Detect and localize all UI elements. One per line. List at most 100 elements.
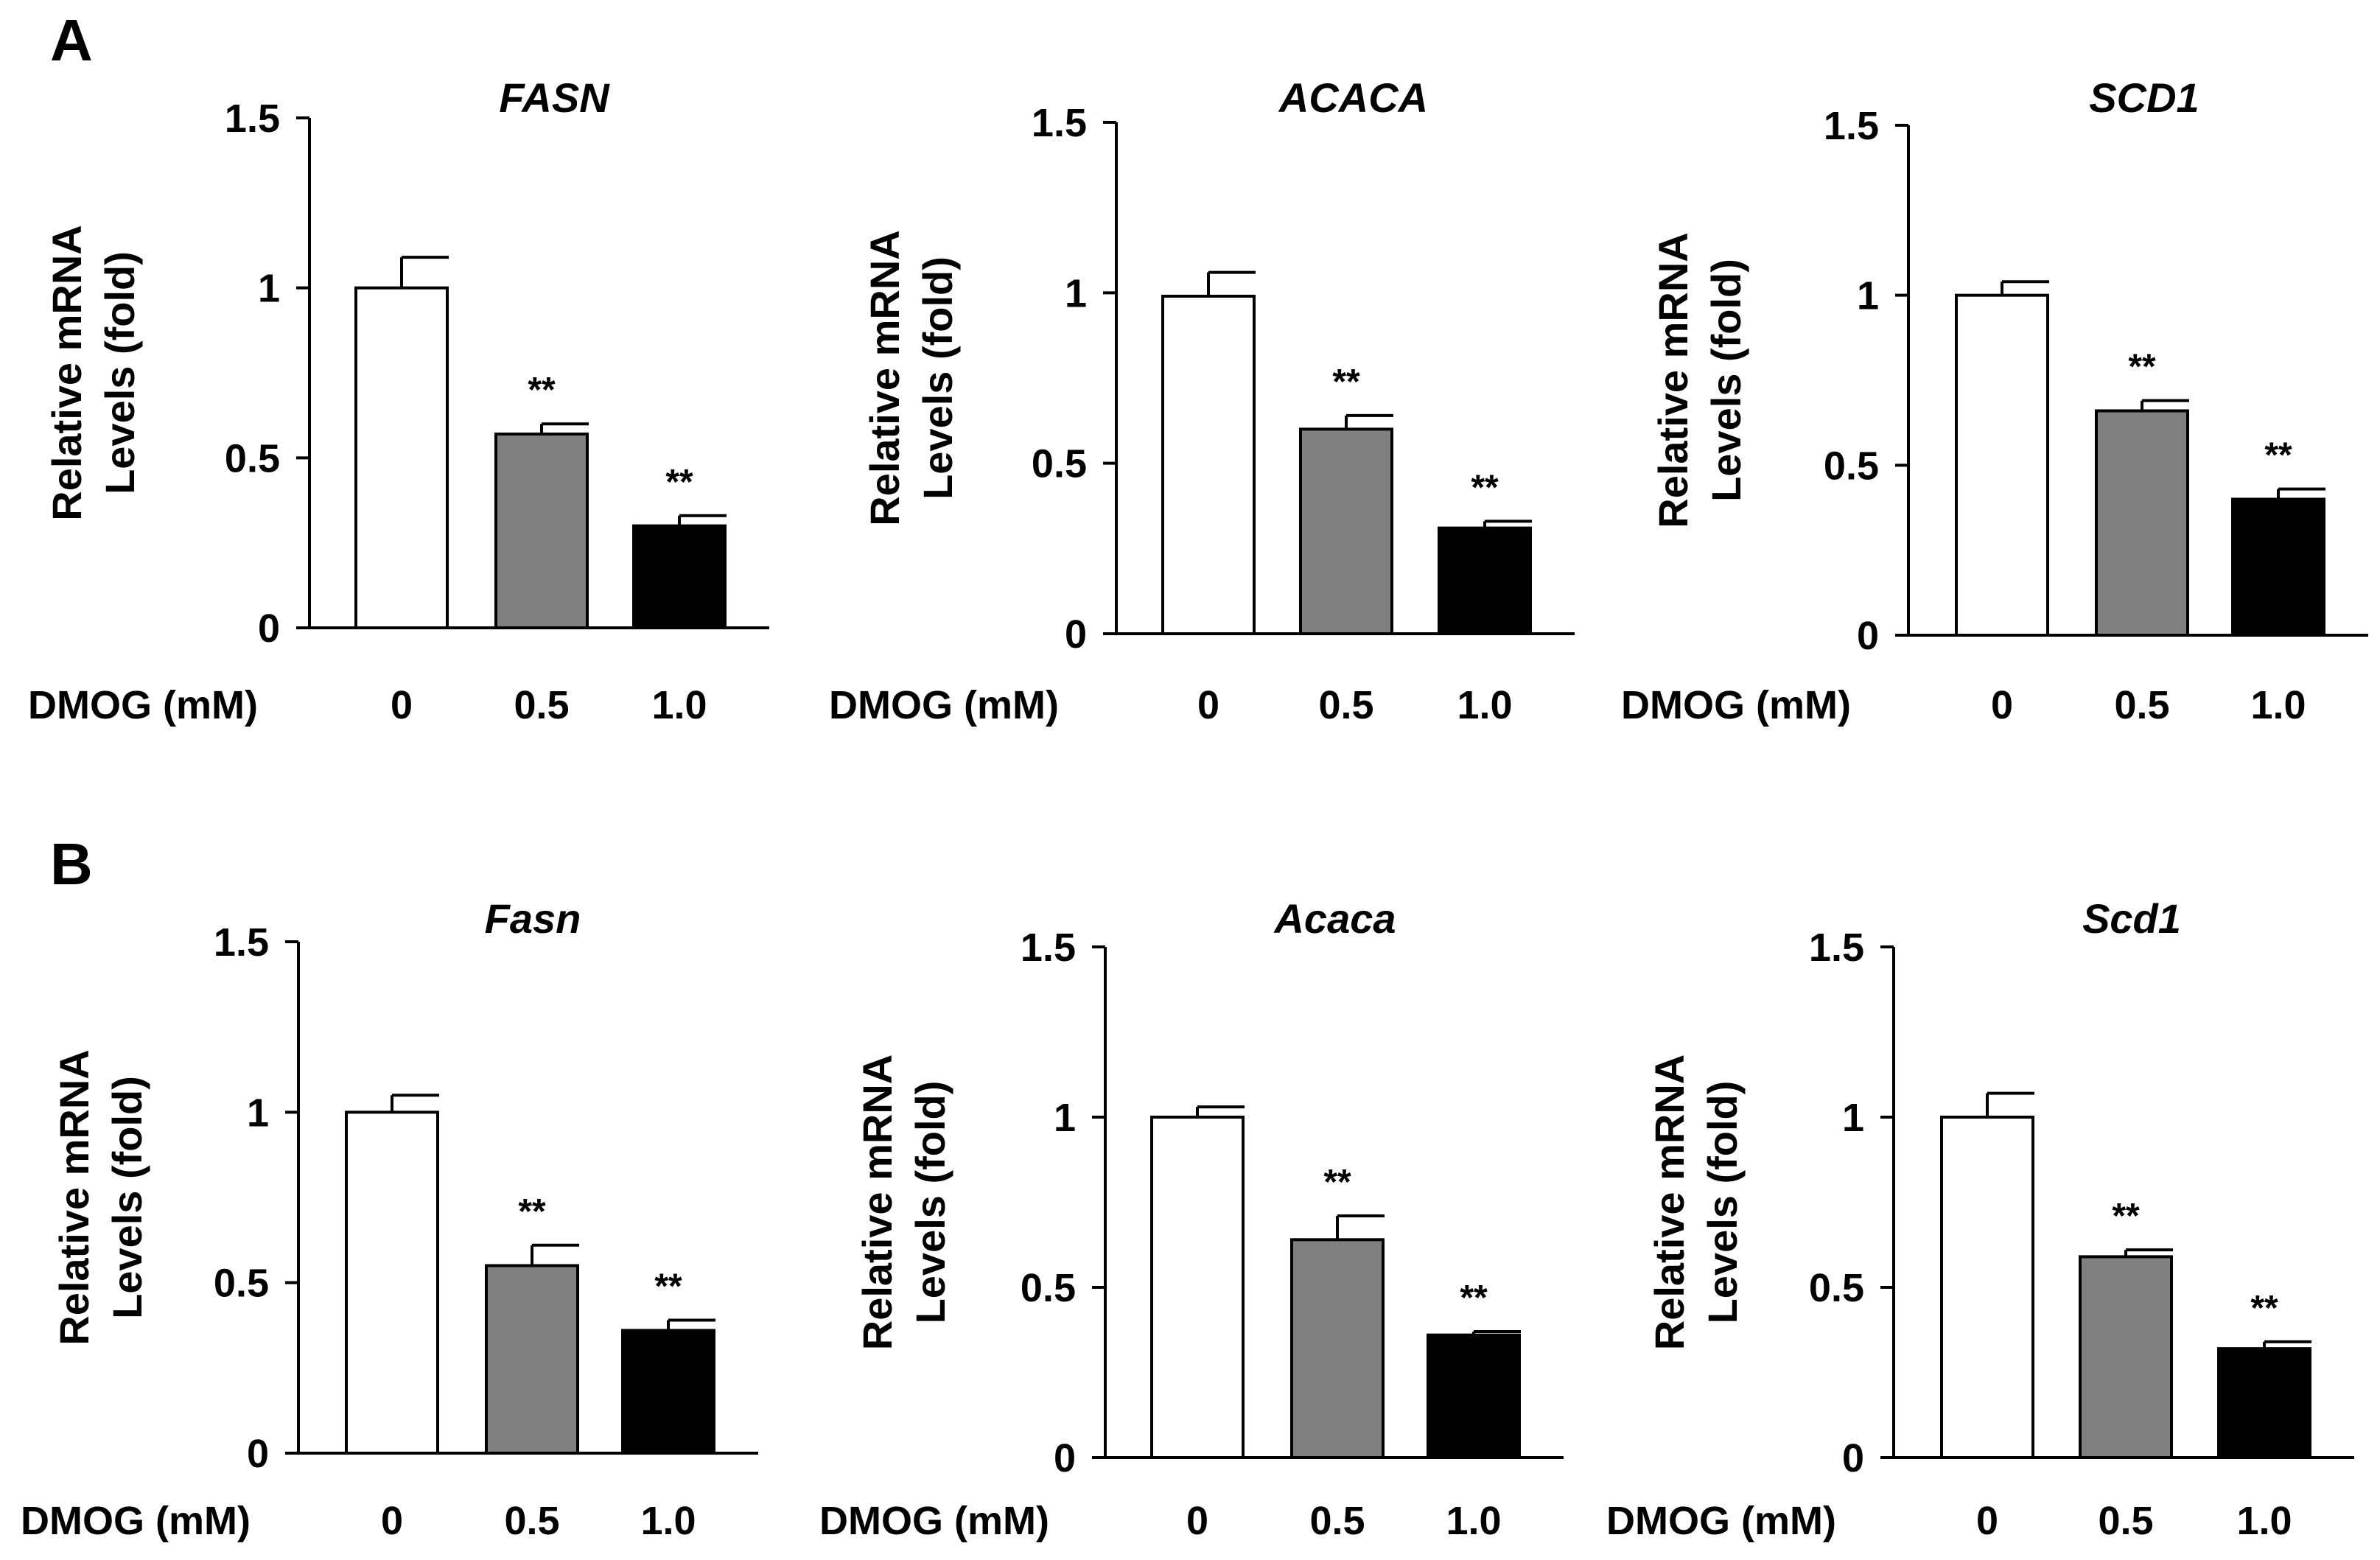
significance-marker: ** <box>2264 436 2292 475</box>
x-axis-label: DMOG (mM) <box>21 1499 251 1543</box>
y-tick-label: 0.5 <box>1809 1266 1864 1310</box>
y-axis-label-line: Levels (fold) <box>907 1081 953 1324</box>
y-axis-label-line: Levels (fold) <box>97 251 143 494</box>
y-tick-label: 1.5 <box>1809 926 1864 970</box>
significance-marker: ** <box>1323 1163 1351 1202</box>
bar <box>621 1329 715 1455</box>
chart-title: SCD1 <box>2089 74 2199 121</box>
x-tick-label: 0 <box>1186 1499 1208 1543</box>
significance-marker: ** <box>518 1192 546 1231</box>
chart-title: FASN <box>499 74 610 121</box>
y-tick-label: 1.5 <box>1824 104 1879 148</box>
y-tick-label: 1.5 <box>225 97 280 141</box>
bar <box>1161 294 1256 635</box>
bar <box>345 1110 439 1455</box>
y-tick-label: 1.5 <box>214 920 269 965</box>
chart-scd1: SCD1 0 0.5 1 1.5 Relative mRNA Levels (fold) 0 *… <box>1621 74 2368 727</box>
significance-marker: ** <box>2128 348 2156 387</box>
y-axis-label-line: Levels (fold) <box>1703 259 1749 502</box>
significance-marker: ** <box>528 371 556 410</box>
chart-acaca: Acaca 0 0.5 1 1.5 Relative mRNA Levels (fold) 0… <box>819 895 1564 1543</box>
chart-title: Acaca <box>1273 895 1396 942</box>
y-tick-label: 0.5 <box>1824 444 1879 488</box>
x-tick-label: 0.5 <box>2098 1499 2153 1543</box>
y-tick-label: 1 <box>1857 274 1879 318</box>
y-tick-label: 1 <box>1842 1096 1864 1140</box>
chart-acaca: ACACA 0 0.5 1 1.5 Relative mRNA Levels (fold) 0… <box>829 74 1575 727</box>
bar <box>494 433 589 629</box>
x-tick-label: 0 <box>1197 683 1219 727</box>
x-tick-label: 0 <box>1991 683 2013 727</box>
y-axis-label-line: Relative mRNA <box>51 1049 97 1345</box>
panel-label-b: B <box>50 831 93 897</box>
y-axis-label-line: Relative mRNA <box>43 225 90 520</box>
significance-marker: ** <box>2250 1289 2278 1328</box>
significance-marker: ** <box>665 463 693 502</box>
x-tick-label: 0 <box>391 683 413 727</box>
y-tick-label: 0 <box>1065 612 1087 657</box>
y-tick-label: 0 <box>247 1432 269 1476</box>
bar <box>1290 1238 1385 1459</box>
y-tick-label: 1 <box>1065 271 1087 315</box>
y-axis-label-line: Levels (fold) <box>914 256 961 500</box>
x-tick-label: 0.5 <box>514 683 569 727</box>
x-tick-label: 1.0 <box>1446 1499 1501 1543</box>
x-tick-label: 1.0 <box>2250 683 2306 727</box>
y-axis-label-line: Levels (fold) <box>104 1076 150 1319</box>
x-tick-label: 0.5 <box>1309 1499 1365 1543</box>
significance-marker: ** <box>1471 468 1499 507</box>
x-axis-label: DMOG (mM) <box>819 1499 1049 1543</box>
x-axis-label: DMOG (mM) <box>1606 1499 1836 1543</box>
bar <box>1940 1116 2034 1459</box>
bar <box>1299 427 1393 636</box>
x-tick-label: 1.0 <box>640 1499 696 1543</box>
y-tick-label: 0.5 <box>214 1262 269 1306</box>
y-tick-label: 0 <box>1054 1436 1076 1480</box>
bar <box>632 524 727 629</box>
bar <box>1150 1116 1245 1459</box>
bar <box>2231 497 2325 637</box>
bar <box>2095 409 2189 637</box>
y-axis-label-line: Relative mRNA <box>861 230 908 525</box>
y-tick-label: 0 <box>1857 614 1879 658</box>
x-tick-label: 0.5 <box>504 1499 559 1543</box>
x-tick-label: 0.5 <box>1318 683 1373 727</box>
x-tick-label: 1.0 <box>651 683 707 727</box>
chart-title: ACACA <box>1278 74 1428 121</box>
y-tick-label: 1.5 <box>1032 101 1087 145</box>
y-tick-label: 1 <box>258 267 280 311</box>
significance-marker: ** <box>2112 1197 2140 1236</box>
bar <box>1427 1333 1521 1460</box>
x-tick-label: 0 <box>1976 1499 1998 1543</box>
y-tick-label: 1 <box>247 1091 269 1135</box>
chart-title: Scd1 <box>2082 895 2181 942</box>
bar <box>1955 293 2049 637</box>
y-tick-label: 1 <box>1054 1096 1076 1140</box>
x-tick-label: 1.0 <box>1457 683 1512 727</box>
x-axis-label: DMOG (mM) <box>1621 683 1851 727</box>
y-tick-label: 1.5 <box>1021 926 1076 970</box>
y-tick-label: 0.5 <box>225 436 280 480</box>
x-tick-label: 1.0 <box>2236 1499 2292 1543</box>
bar <box>2217 1347 2311 1460</box>
y-tick-label: 0 <box>258 606 280 651</box>
y-axis-label-line: Relative mRNA <box>1646 1054 1693 1350</box>
significance-marker: ** <box>1460 1279 1488 1318</box>
chart-fasn: Fasn 0 0.5 1 1.5 Relative mRNA Levels (fold) 0 *… <box>21 895 758 1543</box>
y-tick-label: 0.5 <box>1021 1266 1076 1310</box>
bar <box>354 286 449 629</box>
chart-scd1: Scd1 0 0.5 1 1.5 Relative mRNA Levels (fold) 0 *… <box>1606 895 2354 1543</box>
bar <box>485 1264 579 1455</box>
x-axis-label: DMOG (mM) <box>28 683 258 727</box>
x-axis-label: DMOG (mM) <box>829 683 1059 727</box>
y-tick-label: 0.5 <box>1032 442 1087 486</box>
y-axis-label-line: Levels (fold) <box>1699 1081 1746 1324</box>
y-axis-label-line: Relative mRNA <box>854 1054 900 1350</box>
x-tick-label: 0.5 <box>2114 683 2169 727</box>
chart-title: Fasn <box>485 895 581 942</box>
significance-marker: ** <box>654 1267 682 1307</box>
y-tick-label: 0 <box>1842 1436 1864 1480</box>
bar <box>2079 1255 2173 1460</box>
